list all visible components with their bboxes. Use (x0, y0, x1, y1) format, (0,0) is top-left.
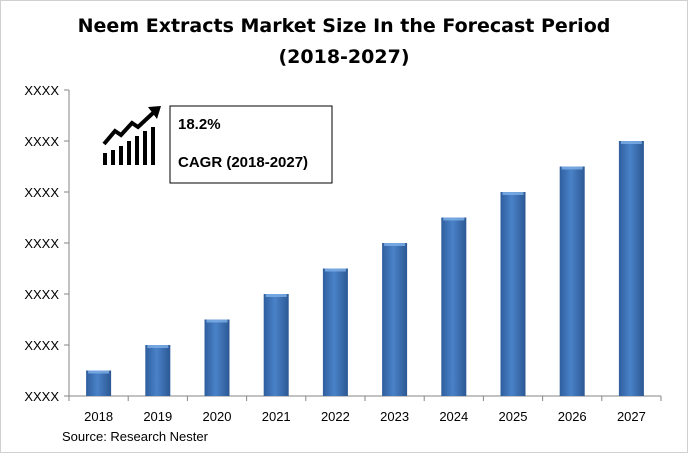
y-tick-label: XXXX (24, 236, 59, 251)
bar-highlight-2020 (206, 319, 228, 323)
bar-2019 (145, 345, 171, 396)
y-tick-label: XXXX (24, 134, 59, 149)
x-tick-label: 2018 (84, 409, 113, 424)
x-tick-label: 2020 (203, 409, 232, 424)
x-tick-label: 2023 (380, 409, 409, 424)
x-tick-label: 2025 (499, 409, 528, 424)
bar-highlight-2022 (324, 268, 346, 272)
y-tick-label: XXXX (24, 287, 59, 302)
cagr-icon (102, 106, 161, 165)
y-tick-label: XXXX (24, 389, 59, 404)
x-tick-label: 2022 (321, 409, 350, 424)
bar-2021 (263, 294, 289, 396)
cagr-value: 18.2% (178, 116, 221, 133)
chart-subtitle: (2018-2027) (278, 46, 409, 68)
cagr-box (169, 105, 333, 184)
bar-highlight-2024 (443, 217, 465, 221)
bar-2026 (559, 166, 585, 396)
bar-highlight-2018 (88, 370, 110, 374)
bar-highlight-2019 (147, 345, 169, 348)
cagr-label: CAGR (2018-2027) (178, 154, 308, 171)
x-tick-label: 2026 (558, 409, 587, 424)
bar-2027 (618, 141, 644, 396)
y-tick-label: XXXX (24, 185, 59, 200)
bar-2025 (500, 192, 526, 396)
bar-2020 (204, 319, 230, 396)
y-tick-label: XXXX (24, 338, 59, 353)
bar-highlight-2021 (265, 294, 287, 297)
y-tick-label: XXXX (24, 83, 59, 98)
x-tick-label: 2021 (262, 409, 291, 424)
bar-highlight-2027 (620, 141, 642, 144)
bar-2023 (382, 243, 408, 396)
bar-highlight-2023 (384, 243, 406, 246)
bar-highlight-2025 (502, 192, 524, 195)
bar-2018 (86, 370, 112, 396)
bar-2024 (441, 217, 467, 396)
x-tick-label: 2024 (439, 409, 468, 424)
source-note: Source: Research Nester (62, 429, 209, 444)
x-tick-label: 2027 (617, 409, 646, 424)
bar-2022 (322, 268, 348, 396)
chart-title: Neem Extracts Market Size In the Forecas… (78, 15, 611, 37)
bar-highlight-2026 (561, 166, 583, 170)
x-tick-label: 2019 (143, 409, 172, 424)
